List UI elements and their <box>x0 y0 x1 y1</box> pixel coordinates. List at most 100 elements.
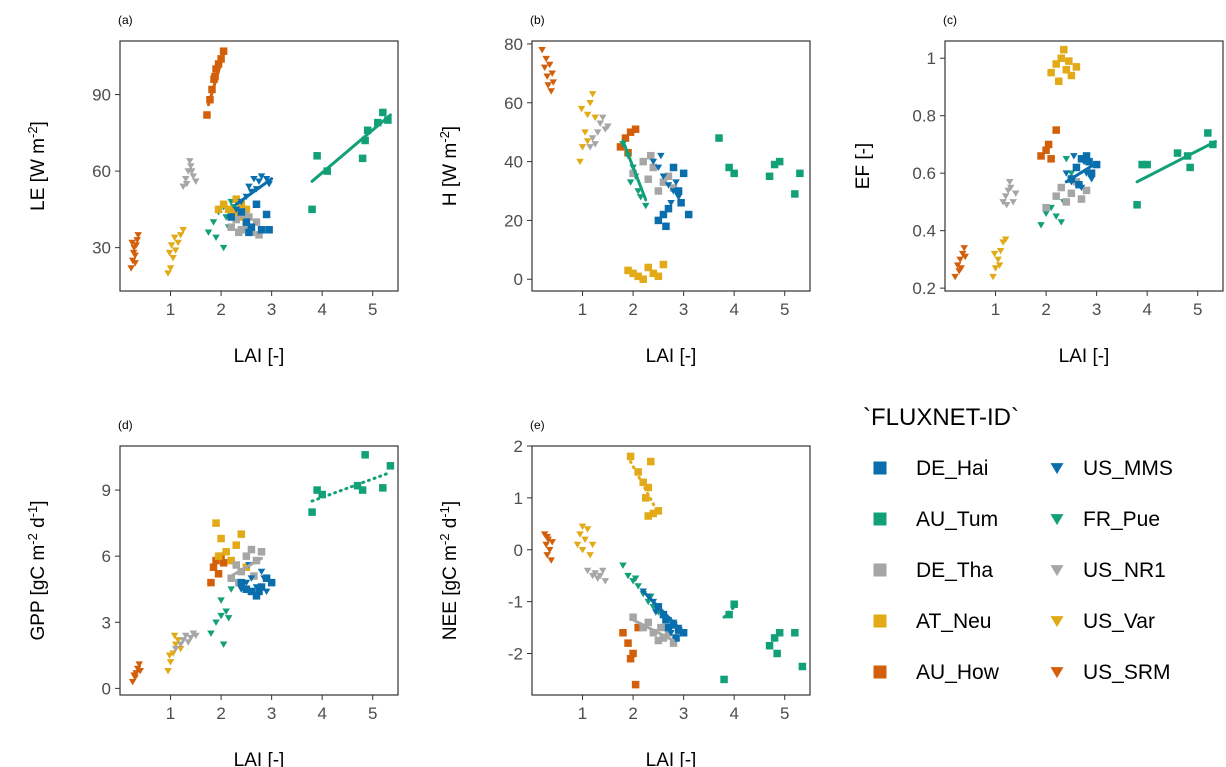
data-point <box>542 541 550 549</box>
data-point <box>1067 189 1076 198</box>
legend-marker-AT_Neu <box>873 614 887 628</box>
data-point <box>654 187 663 195</box>
data-point <box>616 143 625 151</box>
data-point <box>257 583 266 591</box>
series-DE_Tha <box>629 613 678 647</box>
panel-label: (d) <box>118 418 133 432</box>
data-point <box>262 175 271 183</box>
legend-label: DE_Hai <box>916 457 988 480</box>
data-point <box>1062 65 1071 74</box>
legend-label: FR_Pue <box>1083 508 1160 531</box>
data-point <box>596 120 604 127</box>
data-point <box>548 70 556 77</box>
data-point <box>674 194 683 201</box>
y-tick-label: 80 <box>504 35 523 54</box>
data-point <box>1044 140 1053 149</box>
data-point <box>626 128 635 136</box>
legend-label: DE_Tha <box>916 559 993 582</box>
data-point <box>247 545 256 554</box>
legend-marker-FR_Pue <box>1050 514 1064 526</box>
x-tick-label: 3 <box>267 300 276 319</box>
data-point <box>232 561 241 569</box>
data-point <box>573 541 582 549</box>
data-point <box>181 175 190 183</box>
y-tick-label: 0 <box>514 270 523 289</box>
data-point <box>664 182 673 189</box>
series-AU_Tum <box>308 108 392 214</box>
data-point <box>257 173 266 180</box>
data-point <box>1012 190 1020 197</box>
x-tick-label: 5 <box>368 300 377 319</box>
data-point <box>181 632 190 640</box>
x-tick-label: 3 <box>1092 300 1101 319</box>
series-US_Var <box>164 632 185 675</box>
legend-label: US_MMS <box>1083 457 1173 480</box>
data-point <box>257 226 266 234</box>
data-point <box>188 168 196 175</box>
data-point <box>639 275 647 283</box>
data-point <box>664 623 673 632</box>
data-point <box>214 205 223 214</box>
series-US_SRM <box>127 232 142 272</box>
data-point <box>545 546 554 554</box>
data-point <box>644 263 653 272</box>
data-point <box>644 512 653 520</box>
x-tick-label: 5 <box>780 300 789 319</box>
legend-marker-US_SRM <box>1050 667 1064 679</box>
data-point <box>164 270 172 277</box>
data-point <box>127 265 135 272</box>
y-tick-label: -2 <box>508 645 523 664</box>
data-point <box>577 105 586 113</box>
data-point <box>654 507 663 515</box>
y-tick-label: 1 <box>514 489 523 508</box>
data-point <box>128 678 137 686</box>
data-point <box>581 129 589 136</box>
data-point <box>242 205 251 214</box>
data-point <box>130 672 138 679</box>
data-point <box>166 659 175 666</box>
data-point <box>542 55 550 63</box>
y-tick-label: 90 <box>92 86 111 105</box>
plot-frame <box>944 40 1224 292</box>
x-tick-label: 4 <box>729 704 738 723</box>
data-point <box>583 567 592 575</box>
data-point <box>644 483 653 492</box>
data-point <box>667 629 675 637</box>
data-point <box>674 626 683 634</box>
data-point <box>994 256 1002 263</box>
data-point <box>647 457 655 466</box>
x-tick-label: 5 <box>780 704 789 723</box>
data-point <box>1057 183 1066 192</box>
data-point <box>586 144 594 151</box>
data-point <box>171 247 180 254</box>
data-point <box>649 509 658 518</box>
data-point <box>619 562 627 569</box>
data-point <box>1052 192 1060 200</box>
data-point <box>247 587 256 596</box>
data-point <box>543 73 551 80</box>
data-point <box>629 613 637 621</box>
series-US_NR1 <box>171 630 200 653</box>
legend-item: DE_Hai <box>873 457 988 480</box>
plot-frame <box>531 445 811 696</box>
x-axis-label: LAI [-] <box>234 346 285 367</box>
data-point <box>245 228 253 237</box>
data-point <box>619 629 627 637</box>
panel-e: (e) 1 2 3 4 5 -2 -1 0 1 2 LAI [-] NEE [gC m-2 d-1] <box>437 418 811 767</box>
data-point <box>237 530 246 538</box>
fit-line-DE_Tha <box>631 618 676 643</box>
series-US_SRM <box>128 661 144 686</box>
data-point <box>262 210 271 219</box>
series-US_Var <box>989 236 1010 281</box>
data-point <box>232 195 241 203</box>
data-point <box>773 649 781 658</box>
data-point <box>576 531 584 538</box>
data-point <box>1138 160 1146 169</box>
data-point <box>649 158 658 166</box>
data-point <box>267 578 276 587</box>
data-point <box>591 570 599 577</box>
data-point <box>313 152 321 160</box>
panel-label: (c) <box>943 13 957 27</box>
data-point <box>677 199 685 207</box>
data-point <box>212 519 220 527</box>
